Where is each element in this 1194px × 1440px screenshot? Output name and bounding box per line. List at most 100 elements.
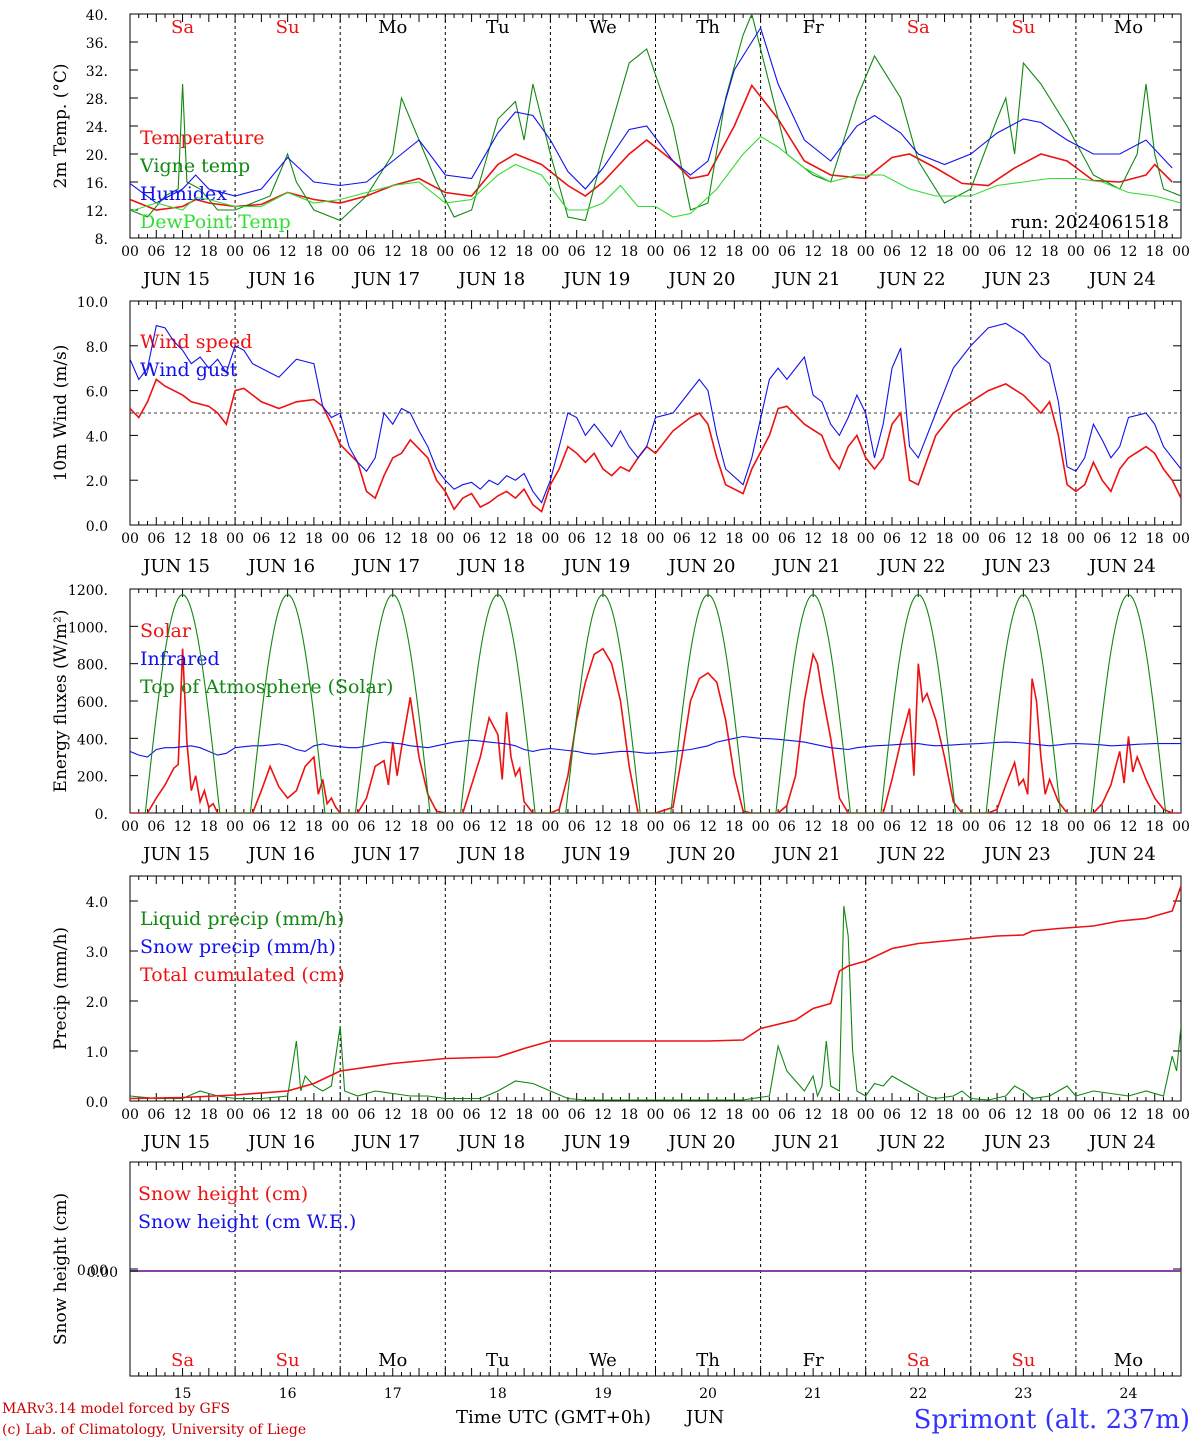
hour-tick-label: 06 bbox=[252, 244, 270, 260]
hour-tick-label: 18 bbox=[200, 531, 218, 547]
hour-tick-label: 12 bbox=[174, 819, 192, 835]
hour-tick-label: 18 bbox=[410, 531, 428, 547]
hour-tick-label: 12 bbox=[594, 244, 612, 260]
hour-tick-label: 06 bbox=[463, 819, 481, 835]
hour-tick-label: 12 bbox=[1120, 1107, 1138, 1123]
date-label: JUN 24 bbox=[1087, 844, 1156, 865]
hour-tick-label: 18 bbox=[1146, 244, 1164, 260]
date-label: JUN 22 bbox=[877, 556, 946, 577]
series-line bbox=[130, 735, 1181, 758]
panel-3: 0. 200. 400. 600. 800. 1000. 1200. Energy fluxe… bbox=[51, 583, 1190, 865]
day-abbr-label: Mo bbox=[1114, 1350, 1143, 1371]
hour-tick-label: 12 bbox=[804, 531, 822, 547]
hour-tick-label: 12 bbox=[384, 244, 402, 260]
y-tick-label: 0. bbox=[95, 807, 108, 823]
hour-tick-label: 06 bbox=[252, 1107, 270, 1123]
date-label: JUN 23 bbox=[982, 556, 1051, 577]
day-number-label: 22 bbox=[909, 1386, 927, 1402]
date-label: JUN 16 bbox=[246, 269, 315, 290]
hour-tick-label: 06 bbox=[147, 244, 165, 260]
hour-tick-label: 18 bbox=[725, 1107, 743, 1123]
day-abbr-label: Fr bbox=[803, 1350, 824, 1371]
day-abbr-label: Mo bbox=[378, 1350, 407, 1371]
day-number-label: 16 bbox=[279, 1386, 297, 1402]
day-abbr-label: Tu bbox=[486, 17, 510, 38]
y-tick-label: 4.0 bbox=[86, 895, 108, 911]
hour-tick-label: 00 bbox=[436, 1107, 454, 1123]
date-label: JUN 22 bbox=[877, 269, 946, 290]
hour-tick-label: 12 bbox=[699, 1107, 717, 1123]
footer: MARv3.14 model forced by GFS (c) Lab. of… bbox=[2, 1401, 1190, 1438]
hour-tick-label: 06 bbox=[463, 531, 481, 547]
y-tick-label: 3.0 bbox=[86, 945, 108, 961]
date-label: JUN 17 bbox=[351, 269, 420, 290]
date-label: JUN 19 bbox=[562, 844, 631, 865]
hour-tick-label: 00 bbox=[331, 819, 349, 835]
hour-tick-label: 12 bbox=[489, 819, 507, 835]
hour-tick-label: 06 bbox=[568, 244, 586, 260]
day-number-label: 20 bbox=[699, 1386, 717, 1402]
hour-tick-label: 12 bbox=[489, 531, 507, 547]
hour-tick-label: 00 bbox=[857, 1107, 875, 1123]
hour-tick-label: 06 bbox=[1093, 1107, 1111, 1123]
legend-entry: Liquid precip (mm/h) bbox=[140, 908, 344, 930]
hour-tick-label: 12 bbox=[384, 1107, 402, 1123]
date-label: JUN 23 bbox=[982, 269, 1051, 290]
day-number-label: 23 bbox=[1014, 1386, 1032, 1402]
hour-tick-label: 18 bbox=[620, 1107, 638, 1123]
hour-tick-label: 12 bbox=[594, 819, 612, 835]
hour-tick-label: 18 bbox=[410, 244, 428, 260]
hour-tick-label: 00 bbox=[436, 819, 454, 835]
legend-entry: Temperature bbox=[140, 127, 264, 149]
hour-tick-label: 00 bbox=[226, 1107, 244, 1123]
hour-tick-label: 18 bbox=[936, 244, 954, 260]
hour-tick-label: 06 bbox=[568, 1107, 586, 1123]
hour-tick-label: 00 bbox=[226, 819, 244, 835]
date-label: JUN 18 bbox=[456, 844, 525, 865]
day-abbr-label: Sa bbox=[907, 17, 930, 38]
hour-tick-label: 00 bbox=[121, 531, 139, 547]
day-abbr-label: Tu bbox=[486, 1350, 510, 1371]
day-abbr-label: Fr bbox=[803, 17, 824, 38]
y-tick-label: 0.0 bbox=[86, 519, 108, 535]
hour-tick-label: 12 bbox=[594, 1107, 612, 1123]
legend-entry: Infrared bbox=[140, 648, 220, 670]
hour-tick-label: 06 bbox=[252, 531, 270, 547]
date-label: JUN 21 bbox=[772, 269, 841, 290]
day-number-label: 19 bbox=[594, 1386, 612, 1402]
hour-tick-label: 18 bbox=[725, 244, 743, 260]
hour-tick-label: 12 bbox=[699, 819, 717, 835]
hour-tick-label: 18 bbox=[200, 1107, 218, 1123]
hour-tick-label: 06 bbox=[1093, 819, 1111, 835]
hour-tick-label: 00 bbox=[331, 1107, 349, 1123]
hour-tick-label: 00 bbox=[962, 531, 980, 547]
hour-tick-label: 18 bbox=[831, 1107, 849, 1123]
hour-tick-label: 00 bbox=[752, 531, 770, 547]
date-label: JUN 17 bbox=[351, 1132, 420, 1153]
hour-tick-label: 06 bbox=[568, 531, 586, 547]
y-tick-label: 200. bbox=[77, 770, 108, 786]
hour-tick-label: 12 bbox=[699, 244, 717, 260]
hour-tick-label: 06 bbox=[147, 1107, 165, 1123]
legend-entry: DewPoint Temp bbox=[140, 211, 291, 233]
hour-tick-label: 06 bbox=[673, 819, 691, 835]
footer-time-axis-label: Time UTC (GMT+0h) bbox=[456, 1407, 651, 1428]
y-tick-label: 0.00 bbox=[87, 1265, 118, 1281]
series-line bbox=[130, 322, 1181, 504]
hour-tick-label: 00 bbox=[541, 819, 559, 835]
date-label: JUN 16 bbox=[246, 1132, 315, 1153]
legend-entry: Top of Atmosphere (Solar) bbox=[140, 676, 393, 698]
day-abbr-label: Sa bbox=[907, 1350, 930, 1371]
hour-tick-label: 18 bbox=[936, 1107, 954, 1123]
hour-tick-label: 18 bbox=[410, 1107, 428, 1123]
run-label: run: 2024061518 bbox=[1011, 212, 1169, 233]
hour-tick-label: 18 bbox=[936, 531, 954, 547]
legend-entry: Snow height (cm W.E.) bbox=[138, 1211, 356, 1233]
y-tick-label: 1200. bbox=[68, 583, 108, 599]
footer-model-credit: MARv3.14 model forced by GFS bbox=[2, 1401, 230, 1417]
day-abbr-label: Su bbox=[276, 17, 300, 38]
hour-tick-label: 00 bbox=[331, 244, 349, 260]
hour-tick-label: 18 bbox=[831, 244, 849, 260]
date-label: JUN 20 bbox=[667, 269, 736, 290]
hour-tick-label: 18 bbox=[515, 244, 533, 260]
